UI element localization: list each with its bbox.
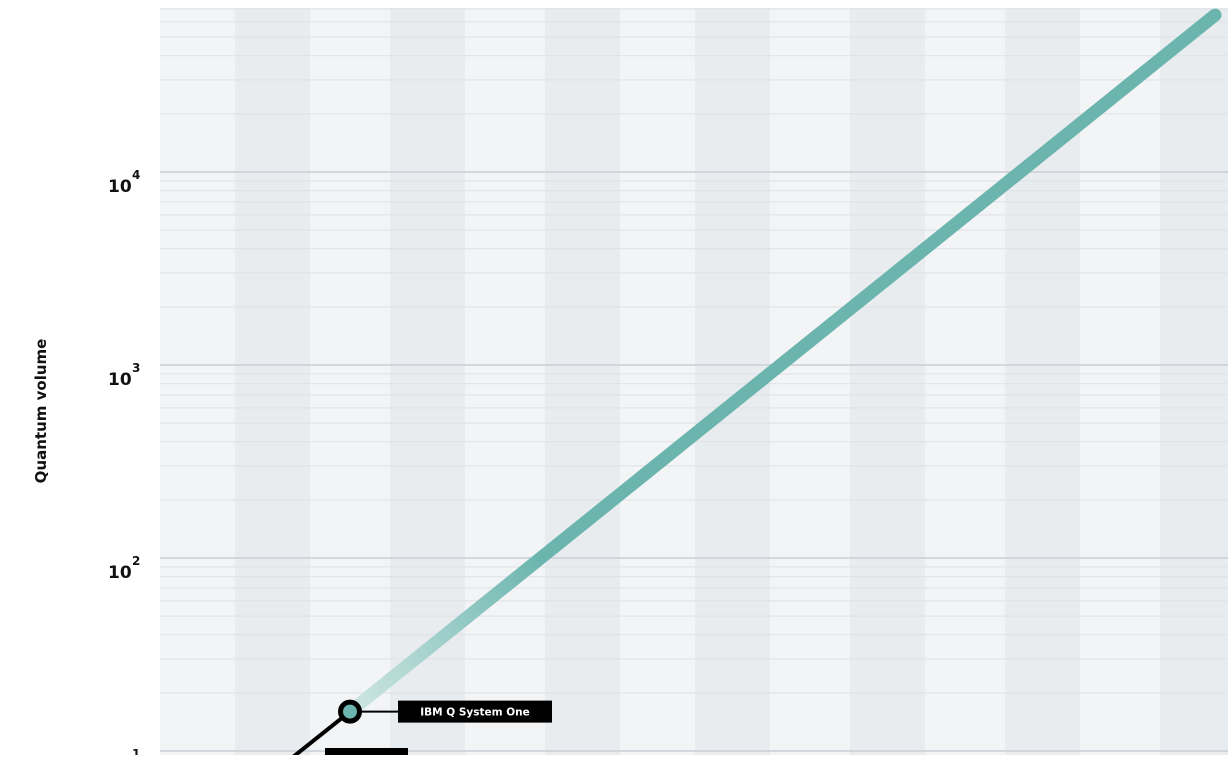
y-tick-label: 104 xyxy=(108,168,140,197)
background-bands xyxy=(160,8,1228,755)
background-band-7 xyxy=(1160,8,1228,755)
y-axis-label: Quantum volume xyxy=(32,339,50,484)
y-tick-base: 10 xyxy=(108,563,132,583)
y-tick-exponent: 2 xyxy=(132,554,140,568)
y-tick-exponent: 4 xyxy=(132,168,140,182)
y-tick-base: 10 xyxy=(108,177,132,197)
y-tick-exponent: 1 xyxy=(132,747,140,755)
observed-line xyxy=(287,710,352,759)
y-tick-label: 103 xyxy=(108,361,140,390)
y-tick-exponent: 3 xyxy=(132,361,140,375)
data-label-background-partial xyxy=(325,748,408,759)
background-band-5 xyxy=(850,8,925,755)
background-band-1 xyxy=(235,8,310,755)
y-tick-label: 101 xyxy=(108,747,140,759)
data-label-text: IBM Q System One xyxy=(420,707,530,719)
background-band-6 xyxy=(1005,8,1080,755)
projection-line xyxy=(343,8,1222,719)
data-label-background xyxy=(398,700,552,723)
gridlines xyxy=(160,8,1228,752)
data-point xyxy=(338,699,362,724)
y-tick-label: 102 xyxy=(108,554,140,583)
series: IBM Q System One xyxy=(271,8,1222,759)
y-axis-ticks: 101102103104 xyxy=(108,168,140,759)
data-label: IBM Q System One xyxy=(398,700,552,723)
background-band-3 xyxy=(545,8,620,755)
y-tick-base: 10 xyxy=(108,370,132,390)
